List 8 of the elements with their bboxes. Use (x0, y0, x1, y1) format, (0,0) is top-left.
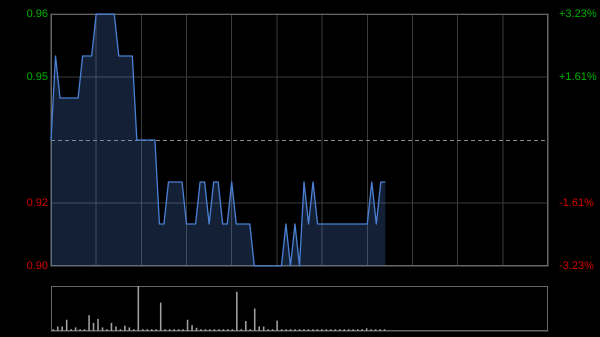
y2-tick-label: -3.23% (559, 260, 594, 272)
y-tick-label: 0.95 (26, 71, 48, 84)
y-tick-label: 0.92 (26, 197, 48, 210)
y-tick-label: 0.96 (26, 8, 48, 20)
y-tick-label: 0.90 (26, 260, 48, 272)
y2-tick-label: +1.61% (559, 71, 597, 84)
y2-tick-label: +3.23% (559, 8, 597, 20)
y2-tick-label: -1.61% (559, 196, 594, 209)
